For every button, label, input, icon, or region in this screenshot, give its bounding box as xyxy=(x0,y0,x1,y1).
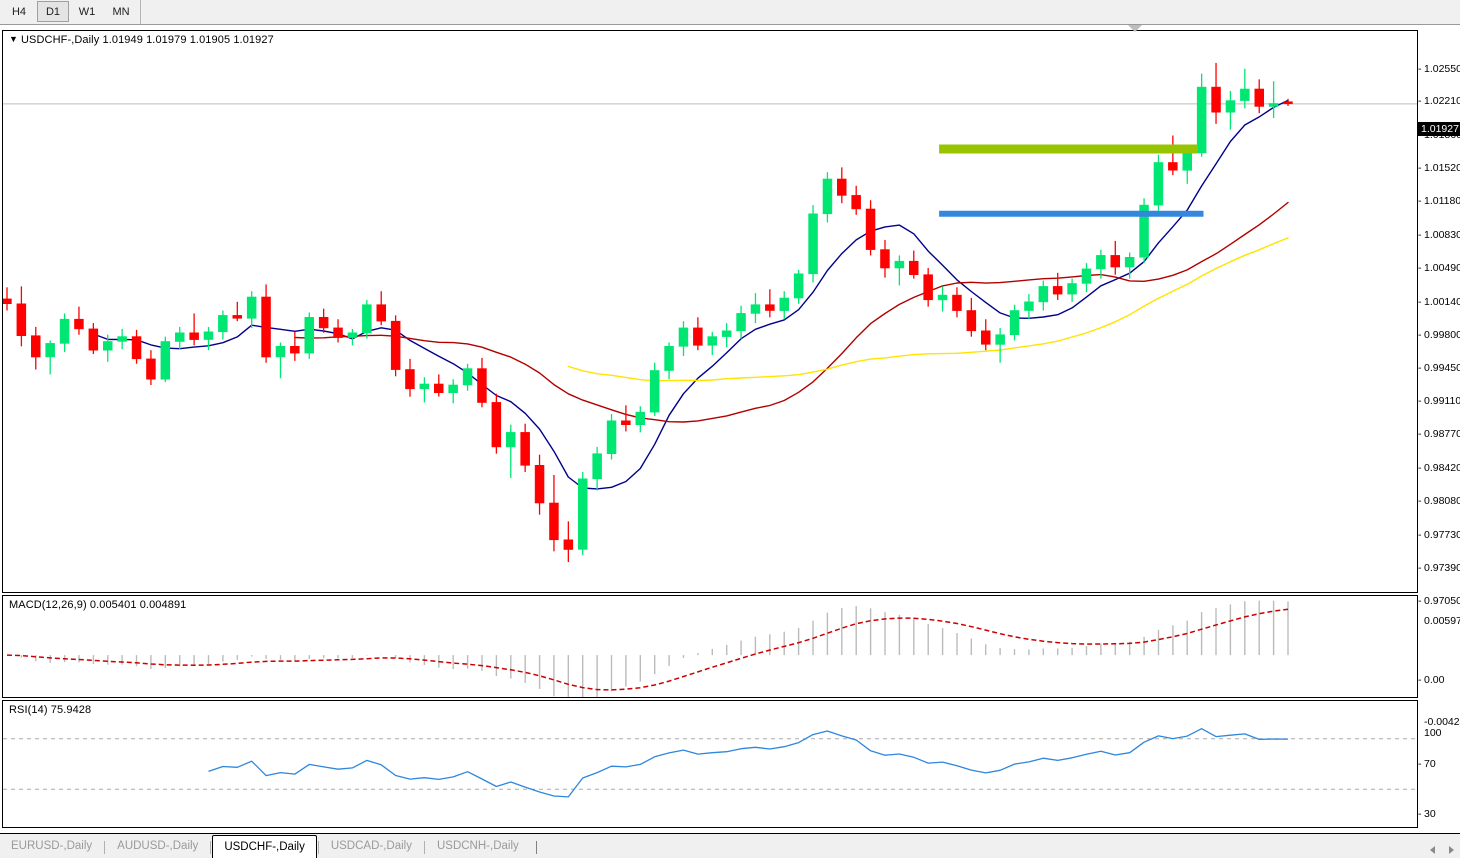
price-panel-title: USDCHF-,Daily 1.01949 1.01979 1.01905 1.… xyxy=(21,34,274,46)
timeframe-button-d1[interactable]: D1 xyxy=(37,1,69,22)
chart-tab-bar: EURUSD-,Daily AUDUSD-,Daily USDCHF-,Daily U… xyxy=(0,833,1460,858)
toolbar-empty-area xyxy=(141,0,1460,24)
price-tick: -0.99450 xyxy=(1418,362,1460,375)
price-tick: -1.02210 xyxy=(1418,95,1460,108)
scroll-right-icon[interactable] xyxy=(1449,846,1454,854)
rsi-plot[interactable] xyxy=(3,701,1417,827)
price-tick: -0.99800 xyxy=(1418,328,1460,341)
price-tick: -0.98770 xyxy=(1418,428,1460,441)
tab-separator xyxy=(423,841,425,854)
price-tick: -0.97050 xyxy=(1418,594,1460,607)
chart-tab-audusd[interactable]: AUDUSD-,Daily xyxy=(117,840,199,852)
price-tick: -1.00830 xyxy=(1418,228,1460,241)
tabbar-scroll-arrows[interactable] xyxy=(1430,846,1454,854)
chart-tab-usdchf[interactable]: USDCHF-,Daily xyxy=(212,835,317,858)
timeframe-button-mn[interactable]: MN xyxy=(112,5,130,18)
chart-tab-eurusd[interactable]: EURUSD-,Daily xyxy=(11,840,93,852)
chart-tab-usdcnh[interactable]: USDCNH-,Daily xyxy=(436,840,519,852)
macd-plot[interactable] xyxy=(3,596,1417,697)
price-tick: -0.98080 xyxy=(1418,494,1460,507)
scroll-left-icon[interactable] xyxy=(1430,846,1435,854)
chart-tab-usdcad[interactable]: USDCAD-,Daily xyxy=(330,840,412,852)
rsi-panel-label: RSI(14) 75.9428 xyxy=(9,704,92,716)
price-chart-panel[interactable]: ▼ USDCHF-,Daily 1.01949 1.01979 1.01905 1… xyxy=(2,30,1418,593)
price-tick: -0.99110 xyxy=(1418,395,1460,408)
price-tick: -1.01180 xyxy=(1418,195,1460,208)
price-panel-label: ▼ USDCHF-,Daily 1.01949 1.01979 1.01905 1… xyxy=(9,34,274,46)
price-tick: -1.00490 xyxy=(1418,261,1460,274)
macd-tick: 0.00597 xyxy=(1424,615,1460,627)
price-tick: -1.00140 xyxy=(1418,295,1460,308)
timeframe-toolbar: H4 D1 W1 MN xyxy=(0,0,1460,25)
tabbar-cursor xyxy=(535,841,537,854)
price-tick: -1.01520 xyxy=(1418,162,1460,175)
timeframe-button-h4[interactable]: H4 xyxy=(11,5,27,18)
price-tick: -0.97730 xyxy=(1418,528,1460,541)
macd-tick: -0.00 xyxy=(1418,674,1445,687)
price-plot[interactable] xyxy=(3,31,1417,592)
tab-separator xyxy=(210,841,212,854)
price-tick: -0.97390 xyxy=(1418,561,1460,574)
rsi-indicator-panel[interactable]: RSI(14) 75.9428 xyxy=(2,700,1418,828)
rsi-tick: -30 xyxy=(1418,808,1436,821)
rsi-tick: -70 xyxy=(1418,757,1436,770)
tab-separator xyxy=(317,841,319,854)
collapse-caret-icon[interactable]: ▼ xyxy=(9,34,19,44)
timeframe-button-group: H4 D1 W1 MN xyxy=(0,0,141,24)
macd-tick: -0.00424 xyxy=(1424,716,1460,728)
chart-top-marker-icon xyxy=(1128,25,1142,32)
price-scale[interactable]: -1.02550-1.02210-1.01860-1.01520-1.01180… xyxy=(1418,55,1460,618)
price-tick: -1.02550 xyxy=(1418,62,1460,75)
chart-area: ▼ USDCHF-,Daily 1.01949 1.01979 1.01905 1… xyxy=(0,25,1460,855)
rsi-tick: 100 xyxy=(1424,727,1442,739)
macd-indicator-panel[interactable]: MACD(12,26,9) 0.005401 0.004891 xyxy=(2,595,1418,698)
price-tick: -0.98420 xyxy=(1418,462,1460,475)
macd-scale[interactable]: 0.00597 -0.00 -0.00424 xyxy=(1418,615,1460,728)
macd-panel-label: MACD(12,26,9) 0.005401 0.004891 xyxy=(9,599,187,611)
tab-separator xyxy=(104,841,106,854)
timeframe-button-w1[interactable]: W1 xyxy=(78,5,96,18)
current-price-label: 1.01927 xyxy=(1418,121,1460,136)
